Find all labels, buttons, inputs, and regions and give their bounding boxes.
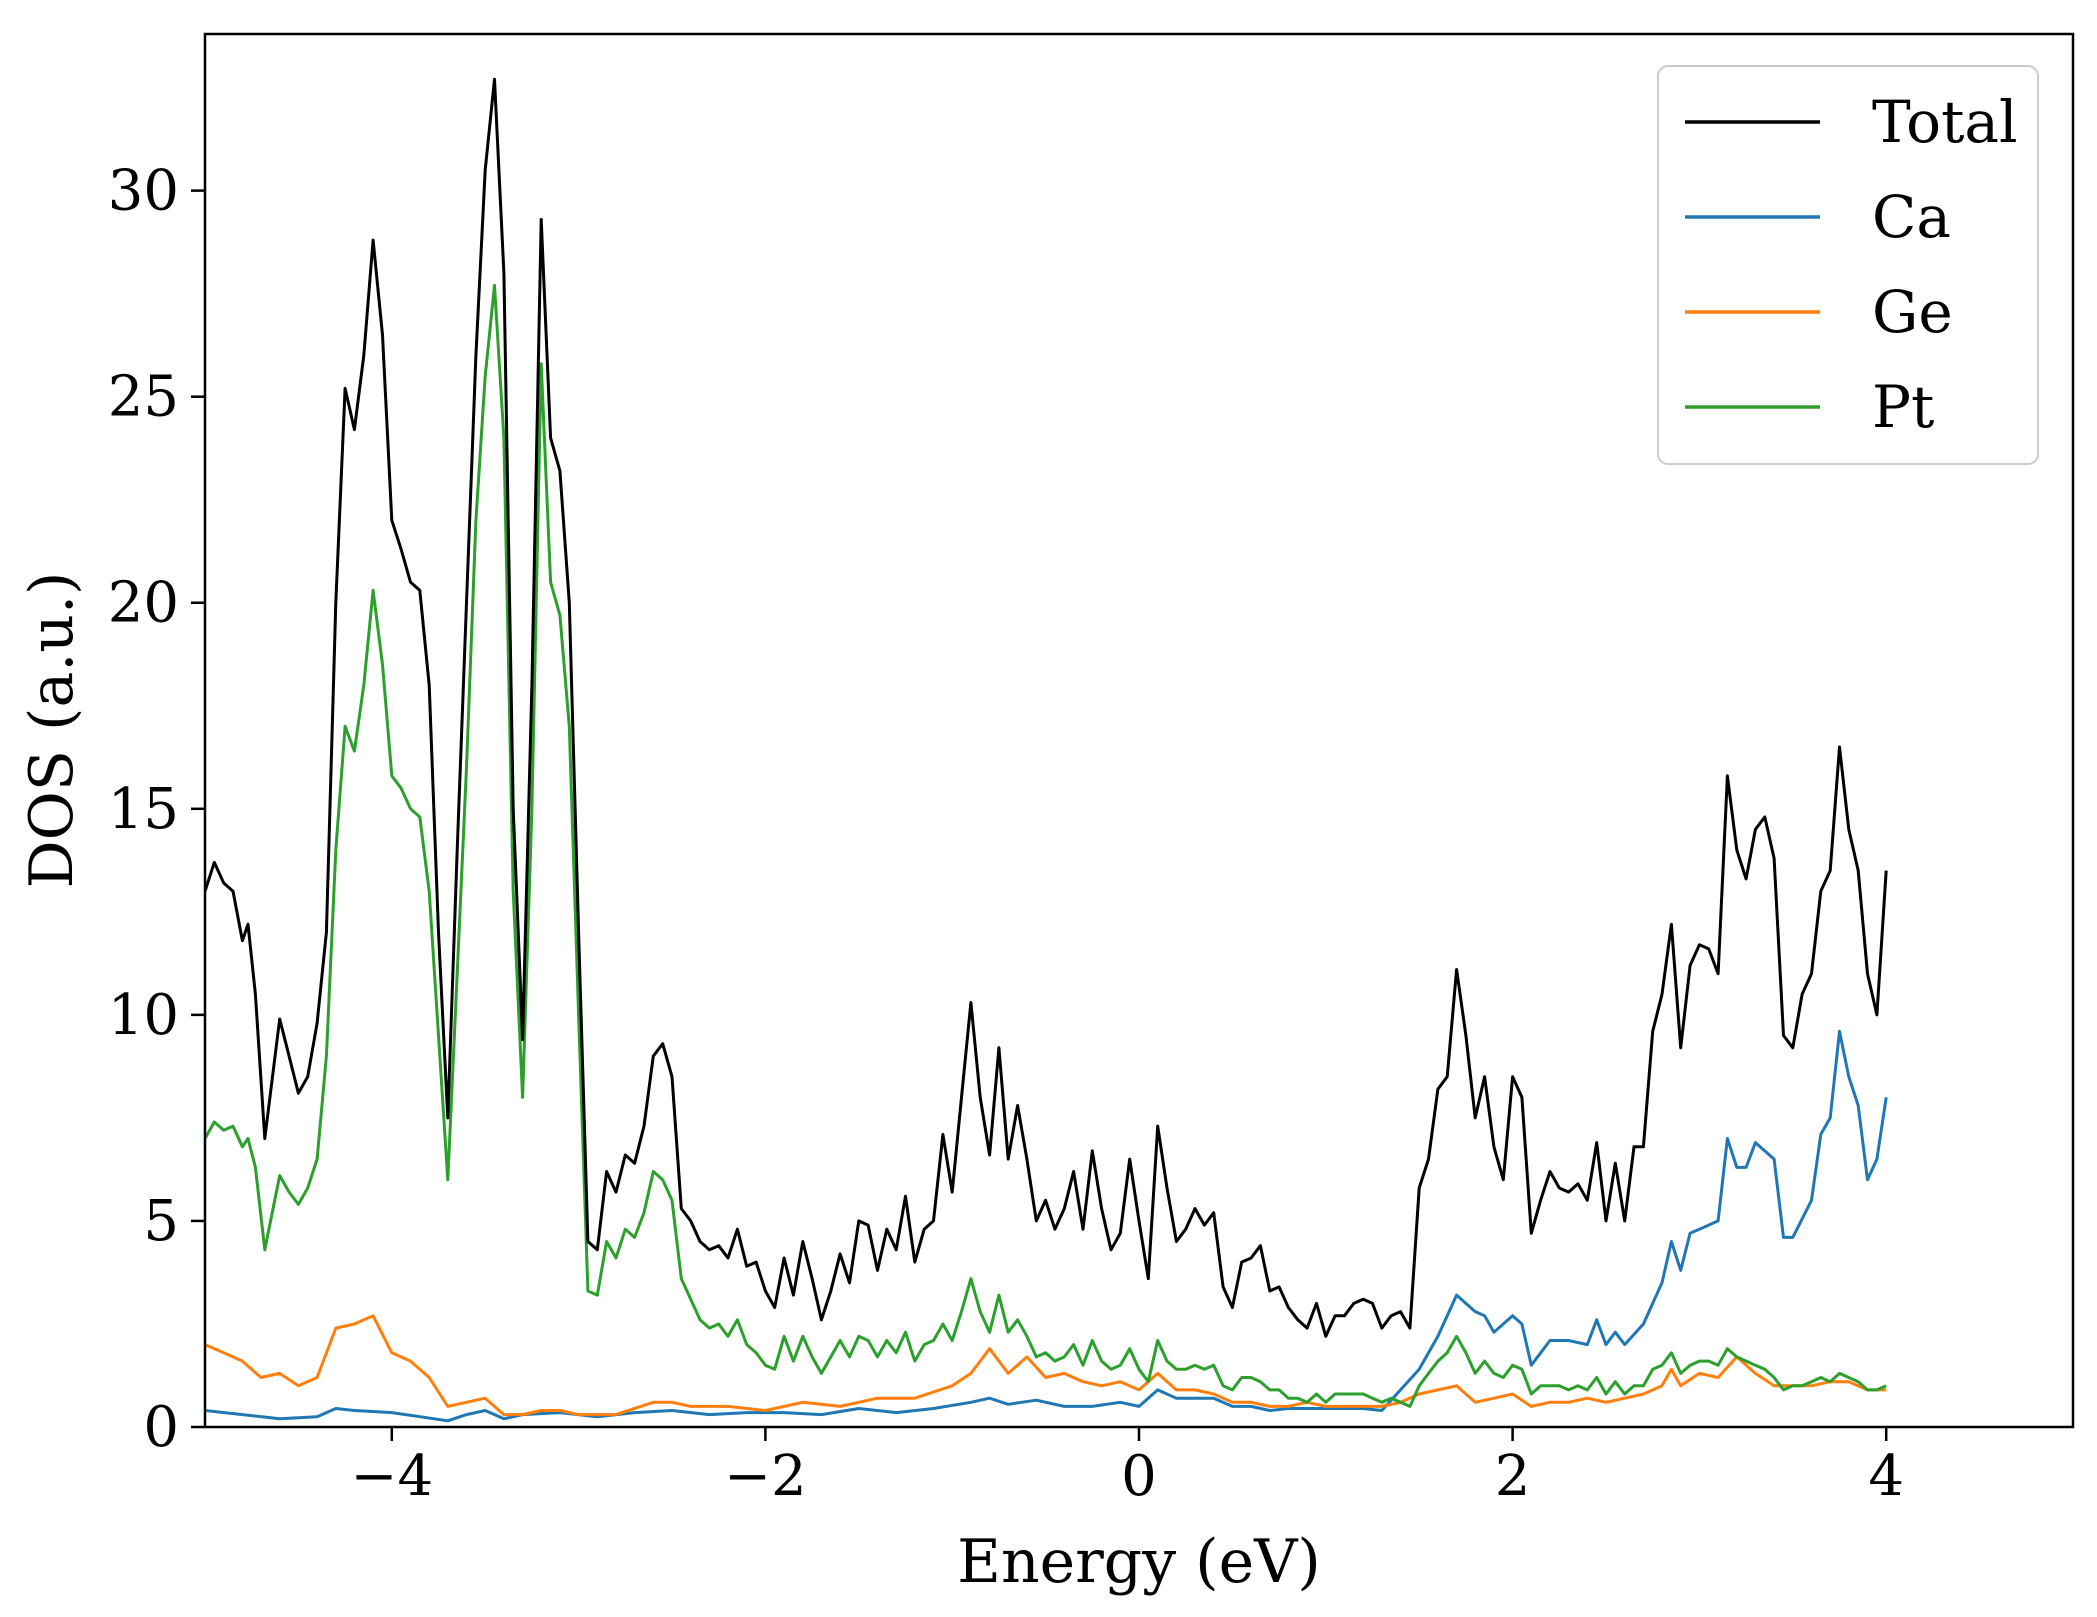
legend-label-total: Total — [1872, 88, 2018, 156]
series-line-pt — [205, 283, 1887, 1408]
y-tick-label: 20 — [108, 571, 179, 636]
y-tick-label: 30 — [108, 159, 179, 224]
x-tick-label: 0 — [1121, 1444, 1157, 1509]
y-tick-label: 10 — [108, 983, 179, 1048]
y-tick-label: 25 — [108, 365, 179, 430]
x-tick-label: 4 — [1868, 1444, 1904, 1509]
x-axis-label: Energy (eV) — [957, 1527, 1321, 1597]
y-axis-ticks: 0 5 10 15 20 25 30 — [108, 159, 205, 1460]
series-line-ge — [205, 1314, 1887, 1417]
legend-label-ge: Ge — [1872, 278, 1953, 346]
x-axis-ticks: −4 −2 0 2 4 — [351, 1427, 1904, 1509]
y-tick-label: 0 — [143, 1395, 179, 1460]
legend-box — [1657, 65, 2039, 465]
y-tick-label: 15 — [108, 777, 179, 842]
legend: Total Ca Ge Pt — [1657, 65, 2039, 465]
series-line-total — [205, 77, 1888, 1338]
legend-label-ca: Ca — [1872, 183, 1951, 251]
legend-label-pt: Pt — [1872, 373, 1934, 441]
y-tick-label: 5 — [143, 1189, 179, 1254]
y-axis-label: DOS (a.u.) — [17, 572, 87, 889]
series-line-ca — [205, 1029, 1888, 1423]
series-layer — [205, 77, 1888, 1423]
x-tick-label: −2 — [724, 1444, 807, 1509]
x-tick-label: 2 — [1495, 1444, 1531, 1509]
x-tick-label: −4 — [351, 1444, 434, 1509]
